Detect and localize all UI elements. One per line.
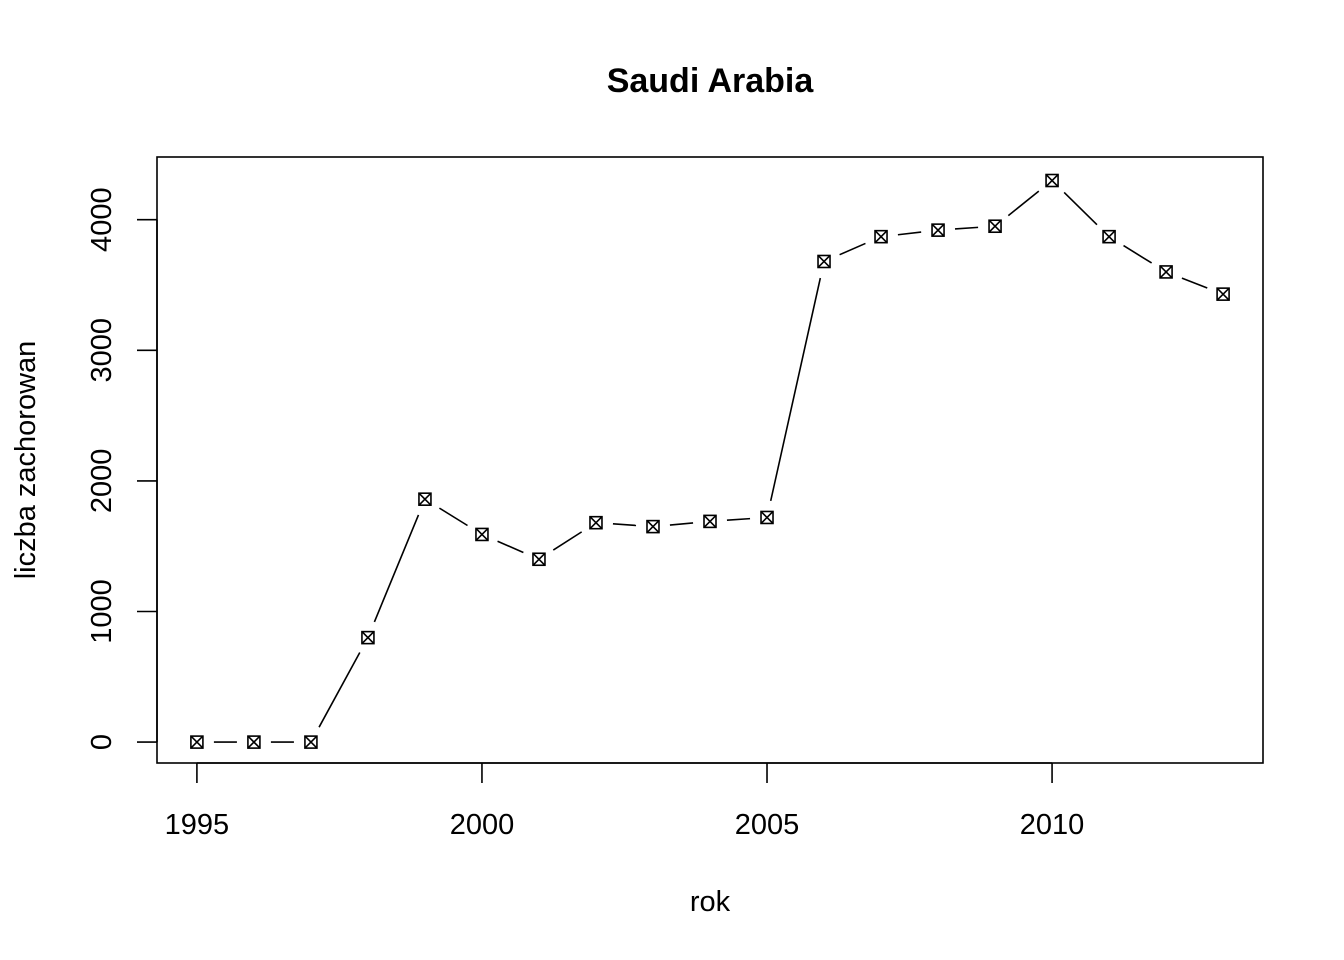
point-box — [304, 735, 318, 749]
x-axis: 1995 2000 2005 2010 — [165, 762, 1085, 841]
line-segment — [318, 652, 361, 728]
point-box — [532, 552, 546, 567]
point-cross — [1159, 265, 1173, 279]
data-point — [703, 514, 717, 529]
point-cross — [760, 510, 774, 525]
data-point — [418, 492, 432, 506]
data-point — [1045, 173, 1059, 188]
point-box — [247, 735, 261, 749]
point-cross — [304, 735, 318, 749]
line-segment — [552, 531, 583, 551]
line-segment — [954, 226, 979, 230]
y-tick-label: 0 — [86, 734, 118, 750]
point-box — [475, 527, 489, 542]
point-box — [1102, 229, 1116, 244]
point-box — [190, 735, 204, 749]
point-cross — [247, 735, 261, 749]
data-point — [817, 254, 831, 269]
x-tick-label: 2010 — [1020, 809, 1085, 841]
line-segment — [438, 507, 468, 527]
data-point — [874, 229, 888, 244]
point-cross — [988, 219, 1002, 233]
line-segment — [1123, 244, 1153, 264]
line-segment — [373, 514, 420, 623]
point-box — [874, 229, 888, 244]
line-segment — [612, 523, 637, 527]
series-points — [190, 173, 1230, 749]
line-segment — [1007, 190, 1040, 217]
point-cross — [1045, 173, 1059, 188]
line-segment — [839, 242, 866, 256]
data-point — [532, 552, 546, 567]
line-segment — [897, 231, 922, 236]
data-point — [760, 510, 774, 525]
point-cross — [817, 254, 831, 269]
point-box — [418, 492, 432, 506]
line-segment — [769, 277, 822, 502]
point-cross — [931, 223, 945, 237]
line-segment — [669, 522, 694, 526]
point-box — [646, 519, 660, 534]
data-point — [190, 735, 204, 749]
point-cross — [190, 735, 204, 749]
point-cross — [646, 520, 660, 534]
point-box — [1045, 173, 1059, 188]
point-cross — [418, 492, 432, 506]
point-cross — [475, 527, 489, 542]
y-axis: 0 1000 2000 3000 4000 — [86, 187, 158, 750]
data-point — [304, 735, 318, 749]
series-lines — [213, 190, 1208, 743]
line-segment — [1063, 191, 1098, 226]
point-box — [1159, 265, 1173, 279]
y-tick-label: 3000 — [86, 318, 118, 383]
data-point — [646, 519, 660, 534]
x-tick-label: 1995 — [165, 809, 230, 841]
data-point — [247, 735, 261, 749]
point-box — [589, 515, 603, 530]
data-point — [1102, 229, 1116, 244]
point-cross — [589, 516, 603, 530]
x-axis-label: rok — [690, 886, 731, 918]
chart-title: Saudi Arabia — [607, 62, 815, 100]
y-axis-label: liczba zachorowan — [10, 341, 42, 580]
point-box — [361, 630, 375, 645]
point-cross — [1216, 287, 1230, 301]
x-tick-label: 2005 — [735, 809, 800, 841]
point-box — [1216, 287, 1230, 301]
point-cross — [874, 230, 888, 244]
point-cross — [361, 631, 375, 645]
data-point — [1216, 287, 1230, 301]
line-segment — [497, 540, 524, 554]
y-tick-label: 2000 — [86, 449, 118, 514]
plot-box — [156, 156, 1264, 764]
data-point — [361, 630, 375, 645]
data-point — [589, 515, 603, 530]
point-box — [817, 254, 831, 269]
point-cross — [1102, 230, 1116, 244]
point-box — [760, 510, 774, 525]
point-cross — [532, 552, 546, 566]
point-cross — [703, 514, 717, 528]
line-segment — [726, 517, 751, 522]
point-box — [703, 514, 717, 529]
data-point — [475, 527, 489, 542]
data-point — [988, 219, 1002, 234]
x-tick-label: 2000 — [450, 809, 515, 841]
y-tick-label: 1000 — [86, 579, 118, 644]
point-box — [931, 223, 945, 237]
data-point — [1159, 265, 1173, 279]
line-segment — [1181, 277, 1208, 289]
point-box — [988, 219, 1002, 234]
y-tick-label: 4000 — [86, 187, 118, 252]
data-point — [931, 223, 945, 237]
